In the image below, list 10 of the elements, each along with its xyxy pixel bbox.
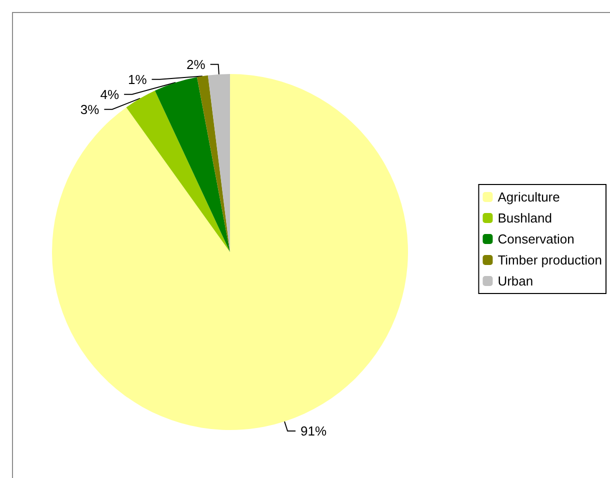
data-label: 2% [186,56,206,72]
legend-label: Urban [498,274,534,288]
legend-label: Bushland [498,210,552,226]
data-label: 3% [80,102,100,117]
data-label: 91% [300,423,327,438]
legend-label: Agriculture [498,190,560,204]
data-label: 1% [128,72,148,87]
data-label: 4% [100,86,120,102]
legend-label: Conservation [498,232,574,246]
legend-label: Timber production [498,252,602,268]
